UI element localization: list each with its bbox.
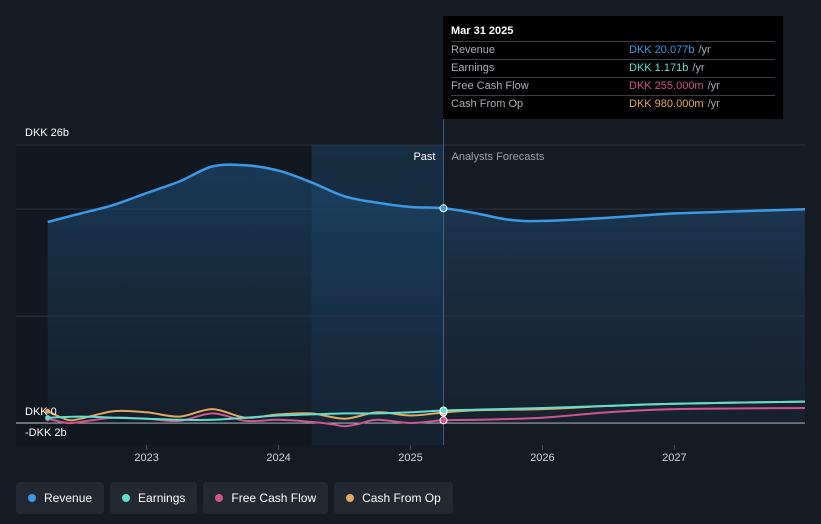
revenue-marker — [439, 204, 448, 213]
tooltip-row-label: Revenue — [451, 44, 496, 56]
earnings-start-dot — [45, 415, 51, 421]
y-axis-zero-label: DKK 0 — [25, 406, 57, 418]
legend-dot-icon — [122, 494, 131, 502]
tooltip-row-cash-from-op: Cash From Op DKK 980.000m/yr — [451, 95, 775, 113]
tooltip: Mar 31 2025 Revenue DKK 20.077b/yr Earning… — [443, 16, 783, 119]
y-axis-top-label: DKK 26b — [25, 127, 69, 139]
legend-label: Revenue — [44, 491, 93, 505]
x-tick-label-2027: 2027 — [662, 452, 686, 464]
revenue-area — [47, 164, 806, 423]
revenue-line — [47, 163, 806, 224]
tooltip-row-value: DKK 980.000m — [629, 98, 704, 110]
tooltip-row-unit: /yr — [707, 80, 720, 92]
tooltip-row-value: DKK 255.000m — [629, 80, 704, 92]
legend-dot-icon — [346, 494, 355, 502]
earnings-marker — [439, 406, 448, 415]
legend-item-free-cash-flow[interactable]: Free Cash Flow — [203, 482, 329, 514]
legend-item-earnings[interactable]: Earnings — [110, 482, 198, 514]
legend-label: Earnings — [138, 491, 186, 505]
tooltip-row-value: DKK 20.077b — [629, 44, 695, 56]
tooltip-row-label: Cash From Op — [451, 98, 524, 110]
tooltip-row-unit: /yr — [698, 44, 711, 56]
legend: Revenue Earnings Free Cash Flow Cash From O… — [16, 482, 453, 514]
tooltip-date: Mar 31 2025 — [451, 25, 514, 37]
legend-label: Free Cash Flow — [231, 491, 317, 505]
x-tick-label-2025: 2025 — [398, 452, 422, 464]
tooltip-row-label: Earnings — [451, 62, 495, 74]
tooltip-row-label: Free Cash Flow — [451, 80, 529, 92]
tooltip-row-unit: /yr — [692, 62, 705, 74]
earnings-line — [47, 400, 806, 421]
legend-item-revenue[interactable]: Revenue — [16, 482, 105, 514]
tooltip-row-earnings: Earnings DKK 1.171b/yr — [451, 59, 775, 77]
x-tick-label-2024: 2024 — [266, 452, 290, 464]
free-cash-flow-marker — [439, 416, 448, 425]
legend-dot-icon — [215, 494, 224, 502]
y-axis-bottom-label: -DKK 2b — [25, 427, 67, 439]
legend-dot-icon — [28, 494, 36, 502]
tooltip-row-revenue: Revenue DKK 20.077b/yr — [451, 41, 775, 59]
past-label: Past — [413, 151, 435, 163]
tooltip-row-value: DKK 1.171b — [629, 62, 689, 74]
forecast-label: Analysts Forecasts — [451, 151, 544, 163]
x-tick-label-2023: 2023 — [134, 452, 158, 464]
legend-item-cash-from-op[interactable]: Cash From Op — [334, 482, 453, 514]
cash-from-op-start-dot — [45, 408, 51, 414]
tooltip-row-unit: /yr — [707, 98, 720, 110]
legend-label: Cash From Op — [362, 491, 441, 505]
x-tick-label-2026: 2026 — [530, 452, 554, 464]
tooltip-row-free-cash-flow: Free Cash Flow DKK 255.000m/yr — [451, 77, 775, 95]
